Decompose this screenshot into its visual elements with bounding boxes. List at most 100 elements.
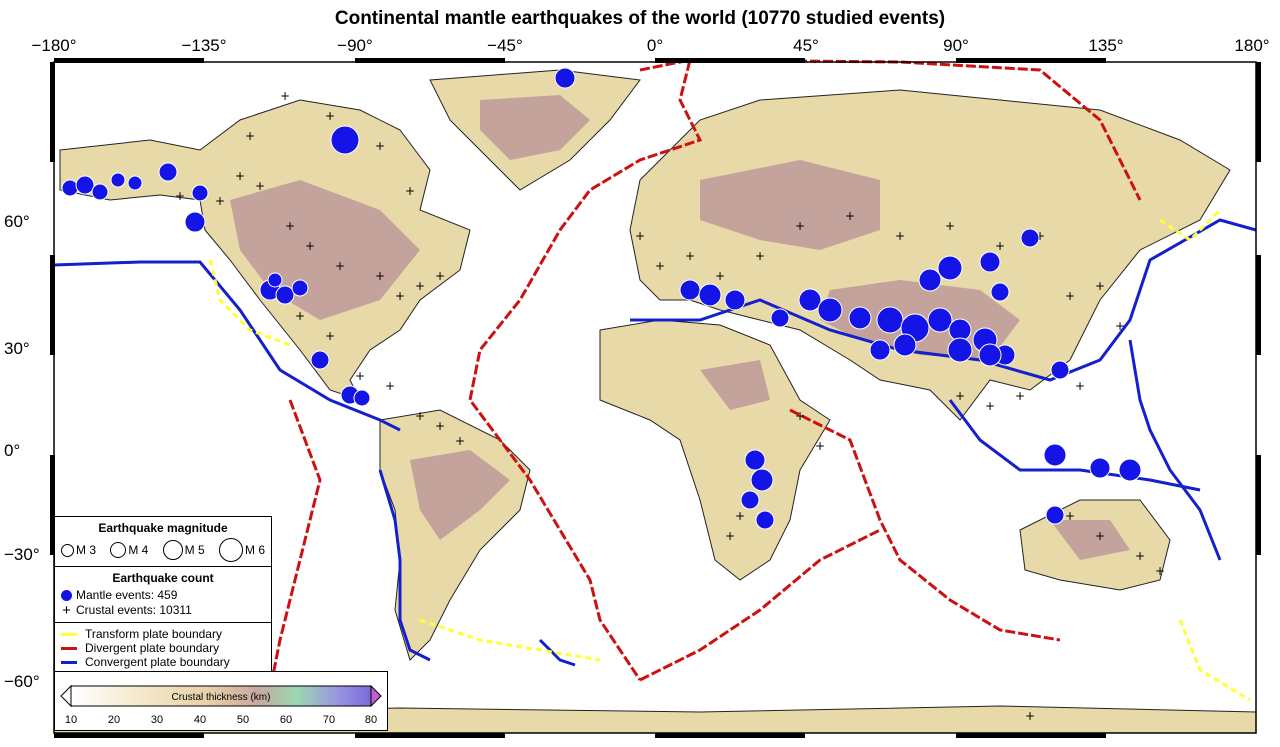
lon-tick-label: 135°: [1088, 36, 1124, 55]
mantle-event-marker: [893, 333, 917, 357]
crustal-event-marker: +: [635, 229, 645, 243]
mantle-event-marker: [1118, 458, 1142, 482]
crustal-events: + + + + + + + + + + + + + + + + + + + + + + + + + + + + + + + + + + + + + + + +…: [175, 89, 1165, 723]
mantle-event-marker: [310, 350, 330, 370]
crustal-thickness-colorbar: Crustal thickness (km) 10 20 30 40 50 60…: [54, 671, 388, 731]
plate-boundaries: [53, 58, 1257, 702]
mantle-event-marker: [740, 490, 760, 510]
crustal-event-marker: +: [415, 279, 425, 293]
lat-tick-label: −30°: [4, 545, 40, 564]
crustal-event-marker: +: [755, 249, 765, 263]
mantle-event-marker: [110, 172, 126, 188]
mantle-event-marker: [1043, 443, 1067, 467]
convergent-boundary: [1128, 339, 1222, 561]
crustal-event-marker: +: [1095, 529, 1105, 543]
magnitude-item: M 6: [218, 538, 265, 562]
boundary-label: Convergent plate boundary: [85, 655, 230, 669]
crustal-event-marker: +: [375, 139, 385, 153]
mantle-event-marker: [927, 307, 953, 333]
lat-tick-label: 60°: [4, 212, 30, 231]
crustal-event-marker: +: [955, 389, 965, 403]
crustal-event-marker: +: [1025, 709, 1035, 723]
mantle-event-marker: [291, 279, 309, 297]
mantle-events: [61, 67, 1142, 530]
lon-tick-label: 0°: [646, 36, 664, 55]
crustal-event-marker: +: [245, 129, 255, 143]
crustal-event-marker: +: [715, 269, 725, 283]
crustal-event-marker: +: [435, 419, 445, 433]
crustal-event-marker: +: [845, 209, 855, 223]
mantle-event-marker: [817, 297, 843, 323]
mantle-event-marker: [869, 339, 891, 361]
mantle-event-marker: [755, 510, 775, 530]
crustal-event-marker: +: [415, 409, 425, 423]
crustal-cross-icon: +: [62, 601, 71, 619]
transform-line-icon: [61, 632, 77, 636]
crustal-event-marker: +: [1065, 289, 1075, 303]
crustal-event-marker: +: [325, 109, 335, 123]
mantle-event-marker: [978, 343, 1002, 367]
divergent-boundary: [789, 408, 1061, 642]
colorbar-tick: 40: [193, 714, 207, 726]
magnitude-circle-icon: [162, 540, 183, 560]
mantle-event-marker: [918, 268, 942, 292]
count-legend: Earthquake count Mantle events: 459 + Cru…: [55, 567, 271, 623]
crustal-event-marker: +: [280, 89, 290, 103]
mantle-event-marker: [979, 251, 1001, 273]
crustal-event-marker: +: [435, 269, 445, 283]
mantle-event-marker: [1045, 505, 1065, 525]
colorbar-tick: 70: [322, 714, 336, 726]
colorbar-tick: 20: [107, 714, 121, 726]
mantle-event-marker: [990, 282, 1010, 302]
crustal-event-marker: +: [1015, 389, 1025, 403]
mantle-event-marker: [724, 289, 746, 311]
crustal-event-marker: +: [1155, 564, 1165, 578]
magnitude-label: M 4: [128, 543, 149, 557]
divergent-boundary: [268, 399, 322, 691]
mantle-event-marker: [184, 211, 206, 233]
mantle-event-marker: [275, 285, 295, 305]
crustal-event-marker: +: [335, 259, 345, 273]
magnitude-label: M 3: [76, 543, 97, 557]
crustal-event-marker: +: [795, 219, 805, 233]
mantle-event-marker: [1050, 360, 1070, 380]
crustal-event-marker: +: [995, 239, 1005, 253]
magnitude-label: M 5: [184, 543, 205, 557]
mantle-event-marker: [554, 67, 576, 89]
convergent-boundary: [53, 260, 401, 432]
mantle-count-label: Mantle events: 459: [76, 588, 178, 602]
divergent-boundary: [639, 528, 881, 682]
boundary-legend: Transform plate boundary Divergent plate…: [55, 623, 271, 673]
mantle-event-marker: [127, 175, 143, 191]
crustal-event-marker: +: [455, 434, 465, 448]
crustal-event-marker: +: [175, 189, 185, 203]
crustal-event-marker: +: [375, 269, 385, 283]
colorbar-tick: 30: [150, 714, 164, 726]
crustal-event-marker: +: [895, 229, 905, 243]
mantle-event-marker: [330, 125, 360, 155]
map-title: Continental mantle earthquakes of the wo…: [334, 8, 946, 29]
count-legend-title: Earthquake count: [112, 571, 214, 585]
magnitude-item: M 3: [61, 543, 96, 557]
crustal-event-marker: +: [395, 289, 405, 303]
mantle-event-marker: [937, 255, 963, 281]
divergent-boundary: [468, 58, 703, 681]
crustal-event-marker: +: [985, 399, 995, 413]
mantle-event-marker: [798, 288, 822, 312]
crustal-event-marker: +: [685, 249, 695, 263]
mantle-event-marker: [770, 308, 790, 328]
crustal-event-marker: +: [655, 259, 665, 273]
mantle-event-marker: [191, 184, 209, 202]
magnitude-circle-icon: [218, 538, 243, 562]
colorbar-tick: 80: [364, 714, 378, 726]
magnitude-item: M 5: [162, 540, 205, 560]
mantle-event-marker: [750, 468, 774, 492]
magnitude-item: M 4: [110, 542, 148, 558]
lat-tick-label: −60°: [4, 672, 40, 691]
boundary-label: Transform plate boundary: [85, 627, 222, 641]
transform-boundary: [1159, 208, 1222, 242]
frame-ticks: [50, 58, 1261, 738]
crustal-event-marker: +: [215, 194, 225, 208]
crustal-event-marker: +: [1035, 229, 1045, 243]
